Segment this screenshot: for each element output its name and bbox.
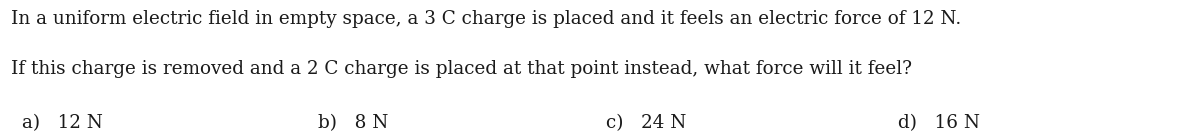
Text: b)   8 N: b) 8 N — [318, 114, 389, 132]
Text: In a uniform electric field in empty space, a 3 C charge is placed and it feels : In a uniform electric field in empty spa… — [11, 10, 961, 28]
Text: c)   24 N: c) 24 N — [606, 114, 686, 132]
Text: If this charge is removed and a 2 C charge is placed at that point instead, what: If this charge is removed and a 2 C char… — [11, 60, 912, 78]
Text: a)   12 N: a) 12 N — [22, 114, 102, 132]
Text: d)   16 N: d) 16 N — [898, 114, 979, 132]
